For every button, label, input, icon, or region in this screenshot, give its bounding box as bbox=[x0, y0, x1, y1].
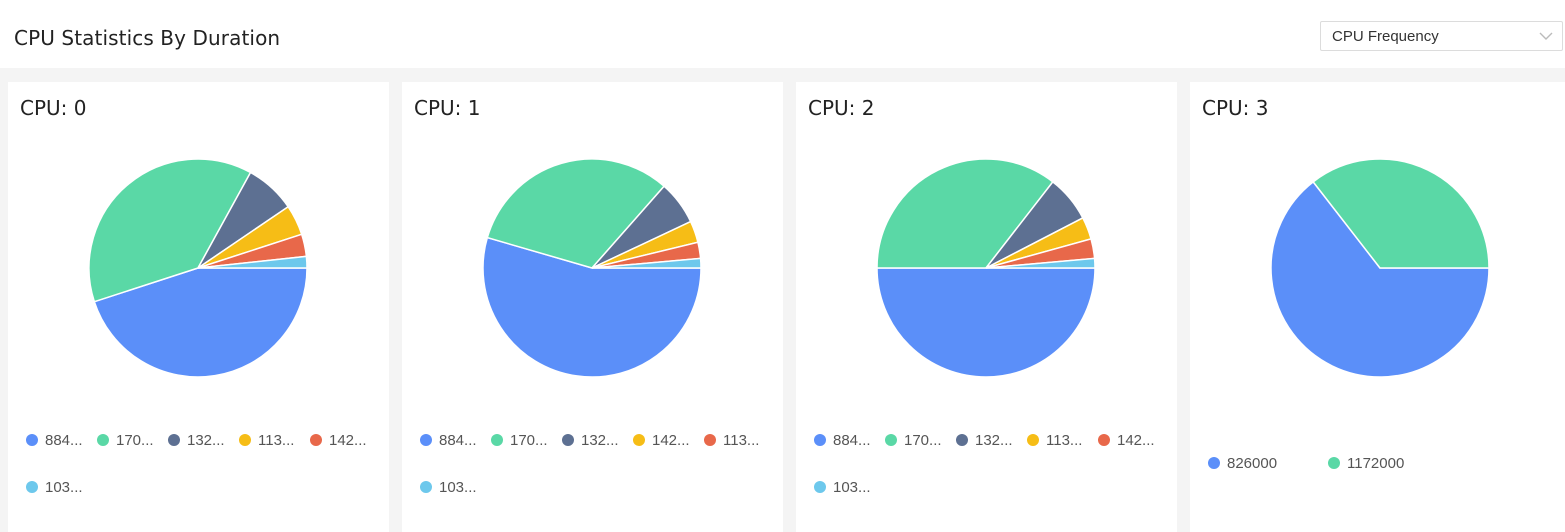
pie-slice[interactable] bbox=[1270, 180, 1490, 378]
legend-item[interactable]: 142... bbox=[310, 430, 367, 450]
legend-dot-icon bbox=[562, 434, 574, 446]
pie-slice[interactable] bbox=[985, 257, 1096, 269]
legend-item[interactable]: 1172000 bbox=[1328, 453, 1404, 473]
pie-slice[interactable] bbox=[876, 267, 1096, 378]
legend-label: 884... bbox=[833, 431, 871, 449]
cpu-card: CPU: 0 884... 170... 132... 113... 142... 103.… bbox=[8, 82, 389, 532]
legend-label: 132... bbox=[581, 431, 619, 449]
legend-item[interactable]: 132... bbox=[956, 430, 1013, 450]
chart-title: CPU: 0 bbox=[20, 96, 87, 120]
legend-item[interactable]: 103... bbox=[420, 477, 477, 497]
legend-item[interactable]: 142... bbox=[1098, 430, 1155, 450]
legend-dot-icon bbox=[239, 434, 251, 446]
pie-chart bbox=[482, 158, 702, 378]
legend-dot-icon bbox=[1098, 434, 1110, 446]
legend-dot-icon bbox=[885, 434, 897, 446]
legend-item[interactable]: 826000 bbox=[1208, 453, 1277, 473]
pie-slice[interactable] bbox=[591, 257, 702, 269]
legend-dot-icon bbox=[168, 434, 180, 446]
legend-dot-icon bbox=[814, 481, 826, 493]
legend-label: 170... bbox=[116, 431, 154, 449]
legend-dot-icon bbox=[97, 434, 109, 446]
legend-item[interactable]: 103... bbox=[26, 477, 83, 497]
metric-select[interactable]: CPU Frequency bbox=[1320, 21, 1563, 51]
page-title: CPU Statistics By Duration bbox=[14, 26, 281, 50]
pie-slice[interactable] bbox=[486, 158, 666, 269]
legend-label: 170... bbox=[510, 431, 548, 449]
metric-select-value: CPU Frequency bbox=[1332, 28, 1439, 45]
legend-dot-icon bbox=[814, 434, 826, 446]
legend-item[interactable]: 113... bbox=[704, 430, 759, 450]
legend-dot-icon bbox=[310, 434, 322, 446]
legend-item[interactable]: 132... bbox=[168, 430, 225, 450]
pie-slice[interactable] bbox=[1312, 158, 1490, 269]
legend-label: 1172000 bbox=[1347, 454, 1405, 472]
pie-slice[interactable] bbox=[876, 158, 1054, 269]
legend-dot-icon bbox=[420, 434, 432, 446]
chart-title: CPU: 1 bbox=[414, 96, 481, 120]
legend-dot-icon bbox=[704, 434, 716, 446]
pie-slice[interactable] bbox=[197, 255, 308, 269]
pie-chart bbox=[1270, 158, 1490, 378]
legend-dot-icon bbox=[26, 481, 38, 493]
chevron-down-icon bbox=[1539, 32, 1553, 40]
chart-title: CPU: 3 bbox=[1202, 96, 1269, 120]
legend-item[interactable]: 132... bbox=[562, 430, 619, 450]
legend-dot-icon bbox=[633, 434, 645, 446]
legend-label: 113... bbox=[1046, 431, 1083, 449]
cpu-card: CPU: 3 826000 1172000 bbox=[1190, 82, 1565, 532]
pie-slice[interactable] bbox=[482, 236, 702, 378]
legend-item[interactable]: 170... bbox=[97, 430, 154, 450]
legend-label: 132... bbox=[187, 431, 225, 449]
legend-label: 884... bbox=[439, 431, 477, 449]
legend-label: 826000 bbox=[1227, 454, 1278, 472]
legend-item[interactable]: 103... bbox=[814, 477, 871, 497]
pie-chart bbox=[88, 158, 308, 378]
legend-item[interactable]: 884... bbox=[26, 430, 83, 450]
legend-item[interactable]: 170... bbox=[491, 430, 548, 450]
legend-label: 113... bbox=[723, 431, 760, 449]
header-bar: CPU Statistics By Duration CPU Frequency bbox=[0, 0, 1565, 68]
cpu-card: CPU: 2 884... 170... 132... 113... 142... 103.… bbox=[796, 82, 1177, 532]
pie-slice[interactable] bbox=[88, 158, 252, 303]
legend-label: 103... bbox=[439, 478, 477, 496]
legend-item[interactable]: 884... bbox=[814, 430, 871, 450]
legend-label: 142... bbox=[329, 431, 367, 449]
legend-dot-icon bbox=[956, 434, 968, 446]
legend-label: 142... bbox=[1117, 431, 1155, 449]
legend-dot-icon bbox=[26, 434, 38, 446]
legend-dot-icon bbox=[420, 481, 432, 493]
legend-item[interactable]: 113... bbox=[239, 430, 294, 450]
legend-item[interactable]: 170... bbox=[885, 430, 942, 450]
legend-label: 142... bbox=[652, 431, 690, 449]
cpu-card: CPU: 1 884... 170... 132... 142... 113... 103.… bbox=[402, 82, 783, 532]
legend-dot-icon bbox=[491, 434, 503, 446]
legend-dot-icon bbox=[1208, 457, 1220, 469]
pie-slice[interactable] bbox=[93, 267, 308, 378]
legend-label: 884... bbox=[45, 431, 83, 449]
legend-item[interactable]: 884... bbox=[420, 430, 477, 450]
pie-chart bbox=[876, 158, 1096, 378]
legend-item[interactable]: 113... bbox=[1027, 430, 1082, 450]
legend-label: 170... bbox=[904, 431, 942, 449]
legend-label: 113... bbox=[258, 431, 295, 449]
legend-label: 103... bbox=[45, 478, 83, 496]
legend-dot-icon bbox=[1328, 457, 1340, 469]
legend-dot-icon bbox=[1027, 434, 1039, 446]
legend-label: 132... bbox=[975, 431, 1013, 449]
legend-item[interactable]: 142... bbox=[633, 430, 690, 450]
chart-title: CPU: 2 bbox=[808, 96, 875, 120]
legend-label: 103... bbox=[833, 478, 871, 496]
